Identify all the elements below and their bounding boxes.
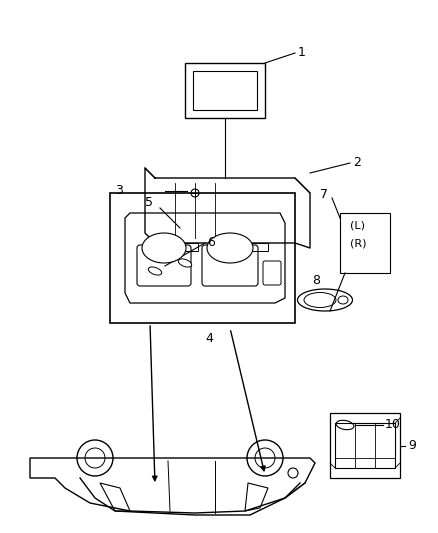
Bar bbox=[340, 213, 390, 273]
Text: 6: 6 bbox=[207, 237, 215, 249]
Text: 7: 7 bbox=[320, 189, 328, 201]
Ellipse shape bbox=[178, 259, 192, 267]
Bar bbox=[330, 413, 400, 478]
Text: 8: 8 bbox=[312, 274, 320, 287]
Text: 2: 2 bbox=[353, 157, 361, 169]
Ellipse shape bbox=[207, 233, 253, 263]
Bar bbox=[185, 63, 265, 118]
Bar bbox=[193, 71, 257, 110]
Text: 9: 9 bbox=[408, 439, 416, 452]
Text: 10: 10 bbox=[385, 418, 401, 432]
Bar bbox=[180, 243, 198, 251]
Ellipse shape bbox=[142, 233, 186, 263]
Text: 1: 1 bbox=[298, 46, 306, 60]
Text: 4: 4 bbox=[205, 332, 213, 344]
Text: 3: 3 bbox=[115, 184, 123, 198]
Text: 5: 5 bbox=[145, 197, 153, 209]
Bar bbox=[215, 243, 233, 251]
Text: (L): (L) bbox=[350, 220, 365, 230]
Ellipse shape bbox=[297, 289, 353, 311]
Text: (R): (R) bbox=[350, 238, 367, 248]
Bar bbox=[110, 193, 295, 323]
Ellipse shape bbox=[148, 267, 162, 275]
Bar bbox=[250, 243, 268, 251]
